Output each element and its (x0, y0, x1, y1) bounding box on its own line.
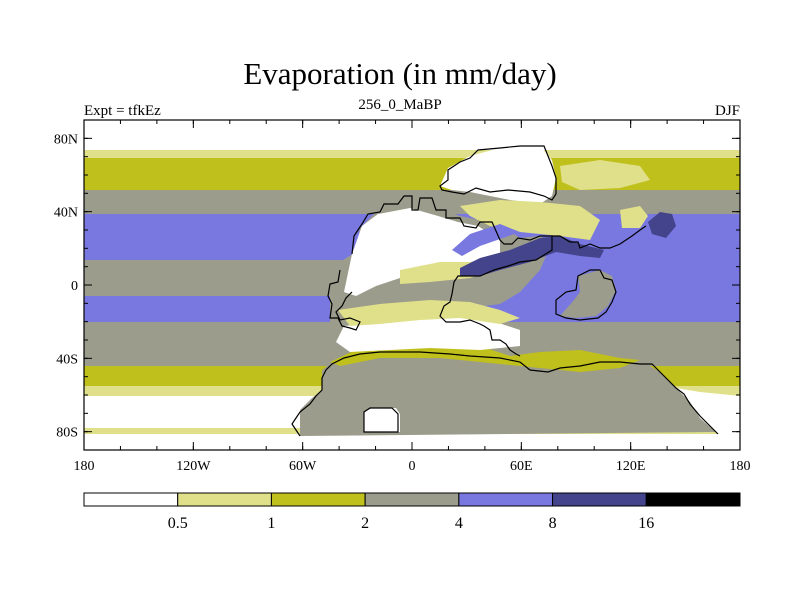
coastline-central (327, 195, 647, 357)
experiment-label: Expt = tfkEz (84, 103, 161, 119)
colorbar: 0.5 1 2 4 8 16 (83, 492, 741, 532)
colorbar-swatch (83, 492, 179, 507)
central-continent-white (344, 208, 500, 296)
colorbar-label: 1 (267, 515, 275, 532)
lon-tick-label: 180 (730, 459, 751, 474)
lon-tick-label: 180 (74, 459, 95, 474)
lon-tick-label: 60W (289, 459, 317, 474)
southern-coast-white (676, 388, 740, 434)
colorbar-label: 8 (549, 515, 557, 532)
colorbar-swatch (364, 492, 460, 507)
lon-tick-label: 60E (510, 459, 533, 474)
lat-tick-label: 80S (56, 426, 78, 441)
colorbar-label: 16 (638, 515, 654, 532)
colorbar-label: 0.5 (168, 515, 188, 532)
lat-tick-label: 0 (71, 279, 78, 294)
colorbar-swatch (645, 492, 741, 507)
southern-polar-white (364, 408, 400, 432)
colorbar-swatch (458, 492, 554, 507)
coastline-south (291, 351, 719, 437)
tethys-high-evaporation (460, 236, 604, 276)
coastline-north (439, 145, 557, 201)
eastern-dark-patch (648, 212, 676, 238)
lat-tick-label: 40S (56, 352, 78, 367)
central-continent-pale-south (338, 300, 520, 326)
eastern-pale-patch (620, 206, 648, 228)
eastern-landmass (560, 270, 616, 318)
colorbar-label: 4 (455, 515, 463, 532)
colorbar-label: 2 (361, 515, 369, 532)
lon-tick-label: 0 (409, 459, 416, 474)
season-label: DJF (714, 103, 740, 119)
colorbar-swatch (270, 492, 366, 507)
lon-tick-label: 120W (176, 459, 211, 474)
lat-tick-label: 40N (54, 206, 78, 221)
northern-continent-white (440, 146, 556, 204)
map-title: Evaporation (in mm/day) (243, 56, 557, 91)
colorbar-swatch (177, 492, 272, 507)
southern-continent (300, 352, 716, 440)
contour-fill (84, 120, 740, 450)
tethys-blue (452, 224, 520, 256)
axis-ticks: 80N 40N 0 40S 80S 180 120W 60W 0 60E 120E 180 (54, 120, 751, 474)
northern-pale-east (560, 160, 650, 190)
colorbar-swatch (552, 492, 647, 507)
band-equator-grey (84, 260, 354, 296)
coastlines (291, 145, 719, 437)
period-label: 256_0_MaBP (358, 97, 442, 113)
coastline-east (555, 269, 617, 321)
lat-tick-label: 80N (54, 132, 78, 147)
northern-pale-patch (460, 200, 600, 240)
lon-tick-label: 120E (616, 459, 646, 474)
